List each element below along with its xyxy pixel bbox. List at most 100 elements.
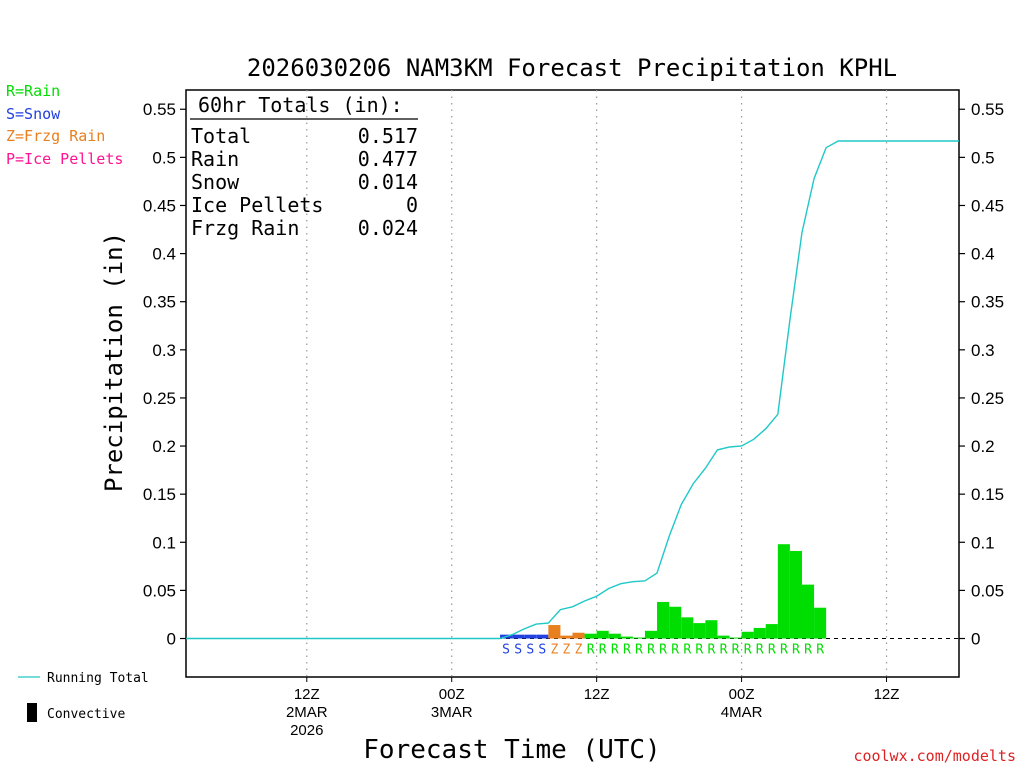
y-tick-label-right: 0.45: [971, 196, 1004, 215]
y-tick-label-left: 0.25: [143, 389, 176, 408]
y-tick-label-left: 0.45: [143, 196, 176, 215]
precip-code: R: [720, 643, 728, 658]
totals-value: 0: [406, 193, 418, 217]
y-tick-label-right: 0.2: [971, 437, 995, 456]
y-tick-label-right: 0.35: [971, 293, 1004, 312]
legend-rain: R=Rain: [6, 82, 60, 100]
totals-box: 60hr Totals (in): Total 0.517 Rain 0.477 Sno…: [190, 93, 418, 240]
x-tick-label: 2MAR: [286, 704, 328, 721]
precip-bar-rain: [669, 606, 682, 639]
precip-bar-rain: [693, 623, 706, 639]
precip-code: R: [695, 643, 703, 658]
y-tick-label-left: 0.3: [152, 341, 176, 360]
y-tick-label-left: 0.55: [143, 100, 176, 119]
precip-bar-rain: [657, 601, 670, 639]
precip-code: R: [587, 643, 595, 658]
y-tick-label-left: 0.15: [143, 485, 176, 504]
precip-bar-rain: [801, 584, 815, 639]
running-total-line: [186, 140, 959, 640]
totals-label: Total: [191, 124, 251, 148]
precip-bar-snow: [524, 634, 537, 639]
precip-bar-frzg: [572, 632, 585, 639]
precip-code: S: [526, 643, 534, 658]
precip-code: R: [611, 643, 619, 658]
precip-code: R: [768, 643, 776, 658]
precip-bar-rain: [705, 620, 718, 639]
precip-bar-rain: [753, 627, 766, 639]
totals-value: 0.477: [358, 147, 418, 171]
y-tick-label-right: 0.3: [971, 341, 995, 360]
precip-bar-rain: [717, 635, 730, 639]
precip-bar-rain: [729, 637, 742, 639]
totals-value: 0.024: [358, 216, 418, 240]
precip-code: R: [816, 643, 824, 658]
precip-bar-frzg: [548, 625, 561, 639]
x-tick-label: 12Z: [874, 686, 900, 703]
precip-bar-rain: [814, 607, 827, 639]
site-credit: coolwx.com/modelts: [853, 747, 1016, 765]
totals-value: 0.014: [358, 170, 418, 194]
precip-code: R: [599, 643, 607, 658]
precip-bar-rain: [632, 637, 645, 639]
x-tick-label: 4MAR: [721, 704, 763, 721]
totals-label: Frzg Rain: [191, 216, 299, 240]
precip-bar-snow: [536, 634, 549, 639]
running-total-legend-label: Running Total: [47, 671, 149, 686]
precip-bar-rain: [777, 544, 790, 639]
precip-bar-rain: [644, 630, 658, 639]
precip-code: R: [744, 643, 752, 658]
precip-bar-rain: [765, 624, 778, 639]
precip-code: R: [792, 643, 800, 658]
totals-label: Ice Pellets: [191, 193, 323, 217]
running-total-group: [186, 140, 959, 640]
legend-frzg-rain: Z=Frzg Rain: [6, 127, 105, 145]
precip-code: R: [780, 643, 788, 658]
precip-code: R: [635, 643, 643, 658]
y-tick-label-right: 0.05: [971, 581, 1004, 600]
y-axis-right: 0 0.05 0.1 0.15 0.2 0.25 0.3 0.35 0.4 0.45 0.5 0.55: [959, 100, 1004, 649]
y-axis-left: 0 0.05 0.1 0.15 0.2 0.25 0.3 0.35 0.4 0.45 0.5 0.55: [143, 100, 186, 649]
totals-value: 0.517: [358, 124, 418, 148]
y-tick-label-left: 0.2: [152, 437, 176, 456]
precip-code: R: [683, 643, 691, 658]
precip-code: S: [502, 643, 510, 658]
y-tick-label-left: 0.1: [152, 533, 176, 552]
totals-header: 60hr Totals (in):: [198, 93, 403, 117]
x-tick-label: 00Z: [729, 686, 755, 703]
precip-bar-rain: [596, 630, 609, 639]
x-tick-label: 12Z: [294, 686, 320, 703]
x-tick-label: 3MAR: [431, 704, 473, 721]
precip-code: R: [804, 643, 812, 658]
precip-code: S: [514, 643, 522, 658]
precip-bar-rain: [608, 633, 621, 639]
convective-legend-label: Convective: [47, 707, 125, 722]
precip-bar-rain: [620, 636, 633, 639]
y-tick-label-right: 0.25: [971, 389, 1004, 408]
convective-legend-swatch: [27, 703, 37, 722]
y-tick-label-right: 0.4: [971, 245, 995, 264]
y-tick-label-right: 0.15: [971, 485, 1004, 504]
precip-code: R: [671, 643, 679, 658]
y-tick-label-left: 0.05: [143, 581, 176, 600]
precip-code: R: [756, 643, 764, 658]
y-tick-label-left: 0: [167, 630, 176, 649]
precip-bar-rain: [789, 550, 802, 639]
y-tick-label-right: 0.55: [971, 100, 1004, 119]
vertical-gridlines: [306, 90, 888, 677]
precip-code: Z: [575, 643, 583, 658]
y-tick-label-left: 0.4: [152, 245, 176, 264]
x-tick-label: 2026: [290, 722, 323, 739]
x-axis-label: Forecast Time (UTC): [363, 735, 660, 765]
totals-label: Snow: [191, 170, 240, 194]
x-tick-label: 12Z: [584, 686, 610, 703]
y-tick-label-right: 0.5: [971, 148, 995, 167]
precip-bar-rain: [584, 633, 597, 639]
chart-title: 2026030206 NAM3KM Forecast Precipitation…: [247, 54, 897, 82]
precip-code: S: [538, 643, 546, 658]
precip-bar-rain: [681, 617, 694, 639]
precip-bar-rain: [741, 631, 754, 639]
precip-code: R: [707, 643, 715, 658]
precip-code: R: [623, 643, 631, 658]
